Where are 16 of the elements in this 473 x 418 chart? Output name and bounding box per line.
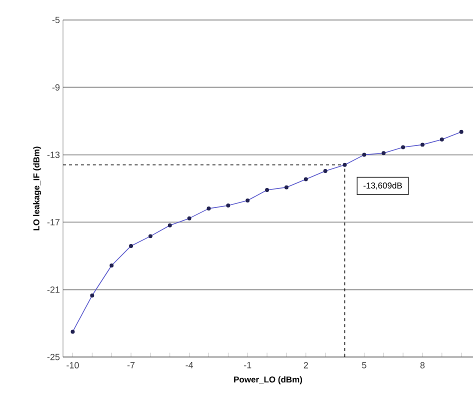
y-tick-label: -5 [52, 16, 60, 24]
x-tick-label: -4 [186, 362, 194, 368]
y-tick-label: -9 [52, 84, 60, 91]
x-tick-label: 2 [304, 362, 308, 368]
x-tick-label: -7 [127, 362, 135, 368]
x-tick-label: -10 [66, 362, 79, 368]
x-tick-label: 5 [362, 362, 366, 368]
y-tick-label: -13 [47, 152, 60, 158]
x-axis-title: Power_LO (dBm) [234, 376, 302, 384]
x-tick-label: 8 [420, 362, 425, 368]
x-tick-label: -1 [244, 362, 252, 368]
y-axis-title: LO leakage_IF (dBm) [33, 146, 42, 230]
y-tick-label: -21 [47, 286, 60, 293]
annotation: -13,609dB [364, 182, 402, 190]
y-tick-label: -25 [47, 354, 60, 360]
y-tick-label: -17 [47, 219, 60, 226]
